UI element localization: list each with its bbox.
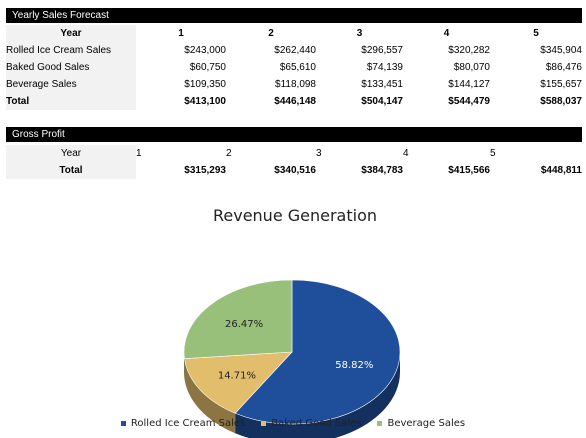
gross-profit-year-label: Year	[6, 145, 136, 162]
gross-profit-year-4: 4	[403, 148, 409, 159]
cell-value: $144,127	[448, 79, 490, 90]
pie-chart-canvas: 58.82% 14.71% 26.47%	[183, 279, 401, 438]
cell-value: $243,000	[184, 45, 226, 56]
legend-label-2: Beverage Sales	[387, 418, 466, 429]
cell-value: $118,098	[275, 79, 316, 90]
row-label: Rolled Ice Cream Sales	[6, 42, 136, 59]
forecast-year-5: 5	[533, 28, 539, 39]
cell-value: $65,610	[279, 62, 316, 73]
pie-data-label-2: 26.47%	[225, 319, 263, 330]
legend-item-1: Baked Good Sales	[261, 418, 361, 429]
forecast-year-4: 4	[443, 28, 450, 39]
legend-swatch-0	[120, 420, 126, 426]
total-value: $446,148	[274, 96, 316, 107]
chart-title: Revenue Generation	[212, 206, 378, 225]
gross-profit-header-row: Year 1 2 3 4 5	[6, 145, 582, 162]
forecast-year-label: Year	[6, 25, 136, 42]
gross-profit-year-2: 2	[226, 148, 232, 159]
total-value: $340,516	[274, 165, 316, 176]
table-row: Rolled Ice Cream Sales $243,000 $262,440…	[6, 42, 582, 59]
chart-legend: Rolled Ice Cream Sales Baked Good Sales Be…	[0, 418, 586, 429]
legend-swatch-1	[261, 420, 267, 426]
cell-value: $86,476	[545, 62, 582, 73]
legend-label-1: Baked Good Sales	[271, 418, 362, 429]
total-value: $415,566	[448, 165, 490, 176]
forecast-year-3: 3	[356, 28, 363, 39]
total-value: $544,479	[448, 96, 490, 107]
total-value: $588,037	[540, 96, 582, 107]
legend-label-0: Rolled Ice Cream Sales	[130, 418, 246, 429]
revenue-pie-chart: 58.82% 14.71% 26.47% Revenue Generation	[100, 198, 490, 438]
forecast-year-1: 1	[178, 28, 184, 39]
total-label: Total	[6, 162, 136, 179]
total-value: $315,293	[184, 165, 226, 176]
table-row: Beverage Sales $109,350 $118,098 $133,45…	[6, 76, 582, 93]
gross-profit-year-1: 1	[136, 148, 142, 159]
forecast-section-title: Yearly Sales Forecast	[6, 8, 582, 23]
total-value: $448,811	[540, 165, 582, 176]
pie-data-label-0: 58.82%	[335, 360, 373, 371]
forecast-year-2: 2	[268, 28, 274, 39]
total-value: $384,783	[361, 165, 403, 176]
pie-slice-0	[234, 279, 401, 425]
gross-profit-section-title: Gross Profit	[6, 127, 582, 142]
cell-value: $109,350	[184, 79, 226, 90]
forecast-table: Year 1 2 3 4 5 Rolled Ice Cream Sales $2…	[6, 25, 582, 110]
cell-value: $74,139	[366, 62, 403, 73]
forecast-total-row: Total $413,100 $446,148 $504,147 $544,47…	[6, 93, 582, 110]
total-label: Total	[6, 93, 136, 110]
cell-value: $262,440	[274, 45, 316, 56]
cell-value: $133,451	[361, 79, 403, 90]
gross-profit-year-3: 3	[316, 148, 322, 159]
legend-item-2: Beverage Sales	[377, 418, 465, 429]
cell-value: $60,750	[189, 62, 226, 73]
legend-swatch-2	[377, 420, 383, 426]
total-value: $504,147	[361, 96, 403, 107]
cell-value: $320,282	[448, 45, 490, 56]
row-label: Beverage Sales	[6, 76, 136, 93]
cell-value: $345,904	[540, 45, 582, 56]
gross-profit-year-5: 5	[490, 148, 496, 159]
gross-profit-total-row: Total $315,293 $340,516 $384,783 $415,56…	[6, 162, 582, 179]
pie-data-label-1: 14.71%	[218, 371, 256, 382]
pie-slice-1	[184, 351, 293, 414]
row-label: Baked Good Sales	[6, 59, 136, 76]
forecast-header-row: Year 1 2 3 4 5	[6, 25, 582, 42]
cell-value: $296,557	[361, 45, 403, 56]
pie-slice-side-1	[184, 358, 236, 434]
table-row: Baked Good Sales $60,750 $65,610 $74,139…	[6, 59, 582, 76]
cell-value: $155,657	[540, 79, 582, 90]
gross-profit-table: Year 1 2 3 4 5 Total $315,293 $340,516 $…	[6, 145, 582, 179]
pie-slice-side-0	[235, 352, 400, 438]
pie-slice-2	[183, 279, 293, 359]
legend-item-0: Rolled Ice Cream Sales	[120, 418, 246, 429]
cell-value: $80,070	[453, 62, 490, 73]
total-value: $413,100	[184, 96, 226, 107]
